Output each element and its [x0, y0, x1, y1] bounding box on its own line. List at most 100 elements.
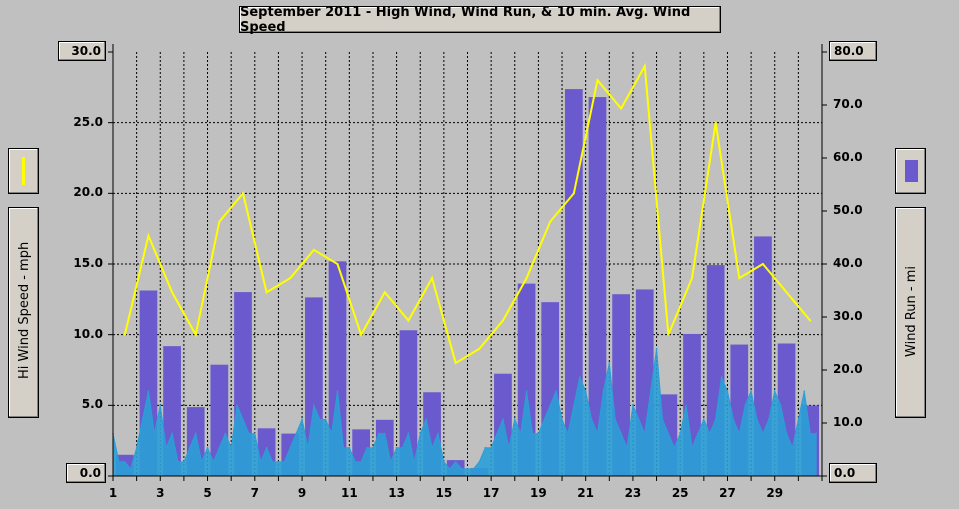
avg-wind-point: [230, 446, 232, 449]
avg-wind-point: [401, 446, 404, 449]
avg-wind-point: [490, 446, 492, 449]
avg-wind-point: [443, 461, 445, 463]
avg-wind-point: [189, 446, 191, 449]
wind-run-bar: [730, 344, 749, 476]
avg-wind-point: [809, 432, 811, 435]
hi-wind-point: [691, 277, 694, 280]
avg-wind-point: [348, 446, 351, 449]
avg-wind-point: [738, 432, 741, 435]
avg-wind-point: [779, 404, 782, 407]
avg-wind-point: [626, 446, 628, 449]
avg-wind-point: [643, 432, 646, 435]
hi-wind-point: [360, 333, 363, 336]
avg-wind-point: [750, 390, 752, 393]
x-tick-label: 21: [577, 486, 594, 500]
right-axis-label: Wind Run - mi: [904, 266, 919, 357]
hi-wind-point: [289, 277, 292, 280]
wind-run-bar: [423, 392, 441, 476]
avg-wind-point: [460, 468, 463, 470]
avg-wind-point: [413, 461, 416, 463]
avg-wind-point: [372, 446, 374, 449]
x-tick-label: 27: [719, 486, 736, 500]
left-axis-label: Hi Wind Speed - mph: [17, 241, 32, 379]
wind-run-bar: [115, 454, 134, 476]
wind-run-bar: [328, 261, 347, 476]
avg-wind-point: [112, 432, 114, 435]
avg-wind-point: [720, 376, 723, 378]
wind-run-legend-swatch: [895, 148, 926, 194]
avg-wind-point: [561, 418, 563, 421]
wind-run-bar: [186, 407, 205, 476]
hi-wind-point: [336, 263, 339, 265]
wind-run-bar: [659, 394, 678, 476]
hi-wind-point: [431, 277, 434, 280]
x-tick-label: 25: [671, 486, 689, 500]
avg-wind-point: [283, 461, 286, 463]
avg-wind-point: [419, 432, 422, 435]
hi-wind-point: [549, 220, 552, 223]
x-tick-label: 3: [156, 486, 165, 500]
x-tick-label: 5: [203, 486, 212, 500]
avg-wind-point: [768, 418, 770, 421]
avg-wind-point: [177, 461, 179, 463]
wind-run-bar: [352, 429, 371, 476]
right-tick-label: 10.0: [833, 415, 863, 429]
wind-run-bars: [115, 89, 820, 477]
avg-wind-point: [679, 432, 681, 435]
wind-run-bar: [706, 265, 725, 476]
avg-wind-point: [578, 376, 581, 378]
avg-wind-point: [378, 432, 380, 435]
right-tick-label: 60.0: [833, 150, 863, 164]
avg-wind-point: [301, 418, 303, 421]
avg-wind-point: [342, 446, 345, 449]
right-tick-label: 50.0: [833, 203, 863, 217]
avg-wind-point: [224, 432, 227, 435]
hi-wind-point: [738, 277, 741, 280]
avg-wind-point: [366, 446, 368, 449]
avg-wind-point: [295, 432, 297, 435]
left-tick-label: 20.0: [73, 185, 103, 200]
wind-run-bar: [139, 290, 158, 476]
avg-wind-area-path: [112, 348, 817, 477]
avg-wind-point: [632, 404, 634, 407]
wind-run-bar: [612, 294, 630, 476]
avg-wind-point: [194, 432, 197, 435]
purple-bar-icon: [905, 160, 918, 182]
avg-wind-point: [714, 418, 717, 421]
avg-wind-point: [537, 432, 540, 435]
avg-wind-point: [478, 461, 481, 463]
avg-wind-point: [395, 446, 398, 449]
wind-run-bar: [210, 364, 229, 476]
wind-run-bar: [375, 419, 394, 476]
avg-wind-point: [354, 461, 357, 463]
avg-wind-point: [153, 432, 156, 435]
hi-wind-point: [761, 263, 764, 265]
x-tick-label: 15: [435, 486, 453, 500]
avg-wind-point: [785, 432, 788, 435]
avg-wind-point: [218, 446, 221, 449]
wind-run-bar: [305, 297, 323, 476]
right-tick-label: 30.0: [833, 309, 863, 323]
avg-wind-point: [661, 418, 664, 421]
avg-wind-point: [596, 432, 599, 435]
avg-wind-point: [383, 432, 386, 435]
wind-run-bar: [399, 330, 418, 476]
wind-run-bar: [281, 433, 300, 476]
avg-wind-point: [513, 418, 516, 421]
avg-wind-point: [330, 432, 333, 435]
wind-run-bar: [470, 468, 489, 476]
hi-wind-point: [147, 234, 150, 237]
hi-wind-point: [265, 291, 268, 294]
grid-lines: [113, 52, 822, 476]
avg-wind-point: [567, 432, 569, 435]
wind-run-bar: [635, 289, 654, 476]
hi-wind-point: [478, 347, 481, 350]
hi-wind-point: [714, 121, 717, 124]
hi-wind-point: [241, 192, 244, 195]
wind-run-bar: [494, 373, 512, 476]
hi-wind-polyline: [123, 62, 811, 365]
avg-wind-point: [129, 468, 132, 470]
avg-wind-point: [638, 418, 640, 421]
avg-wind-point: [703, 418, 705, 421]
hi-wind-line: [123, 62, 812, 365]
